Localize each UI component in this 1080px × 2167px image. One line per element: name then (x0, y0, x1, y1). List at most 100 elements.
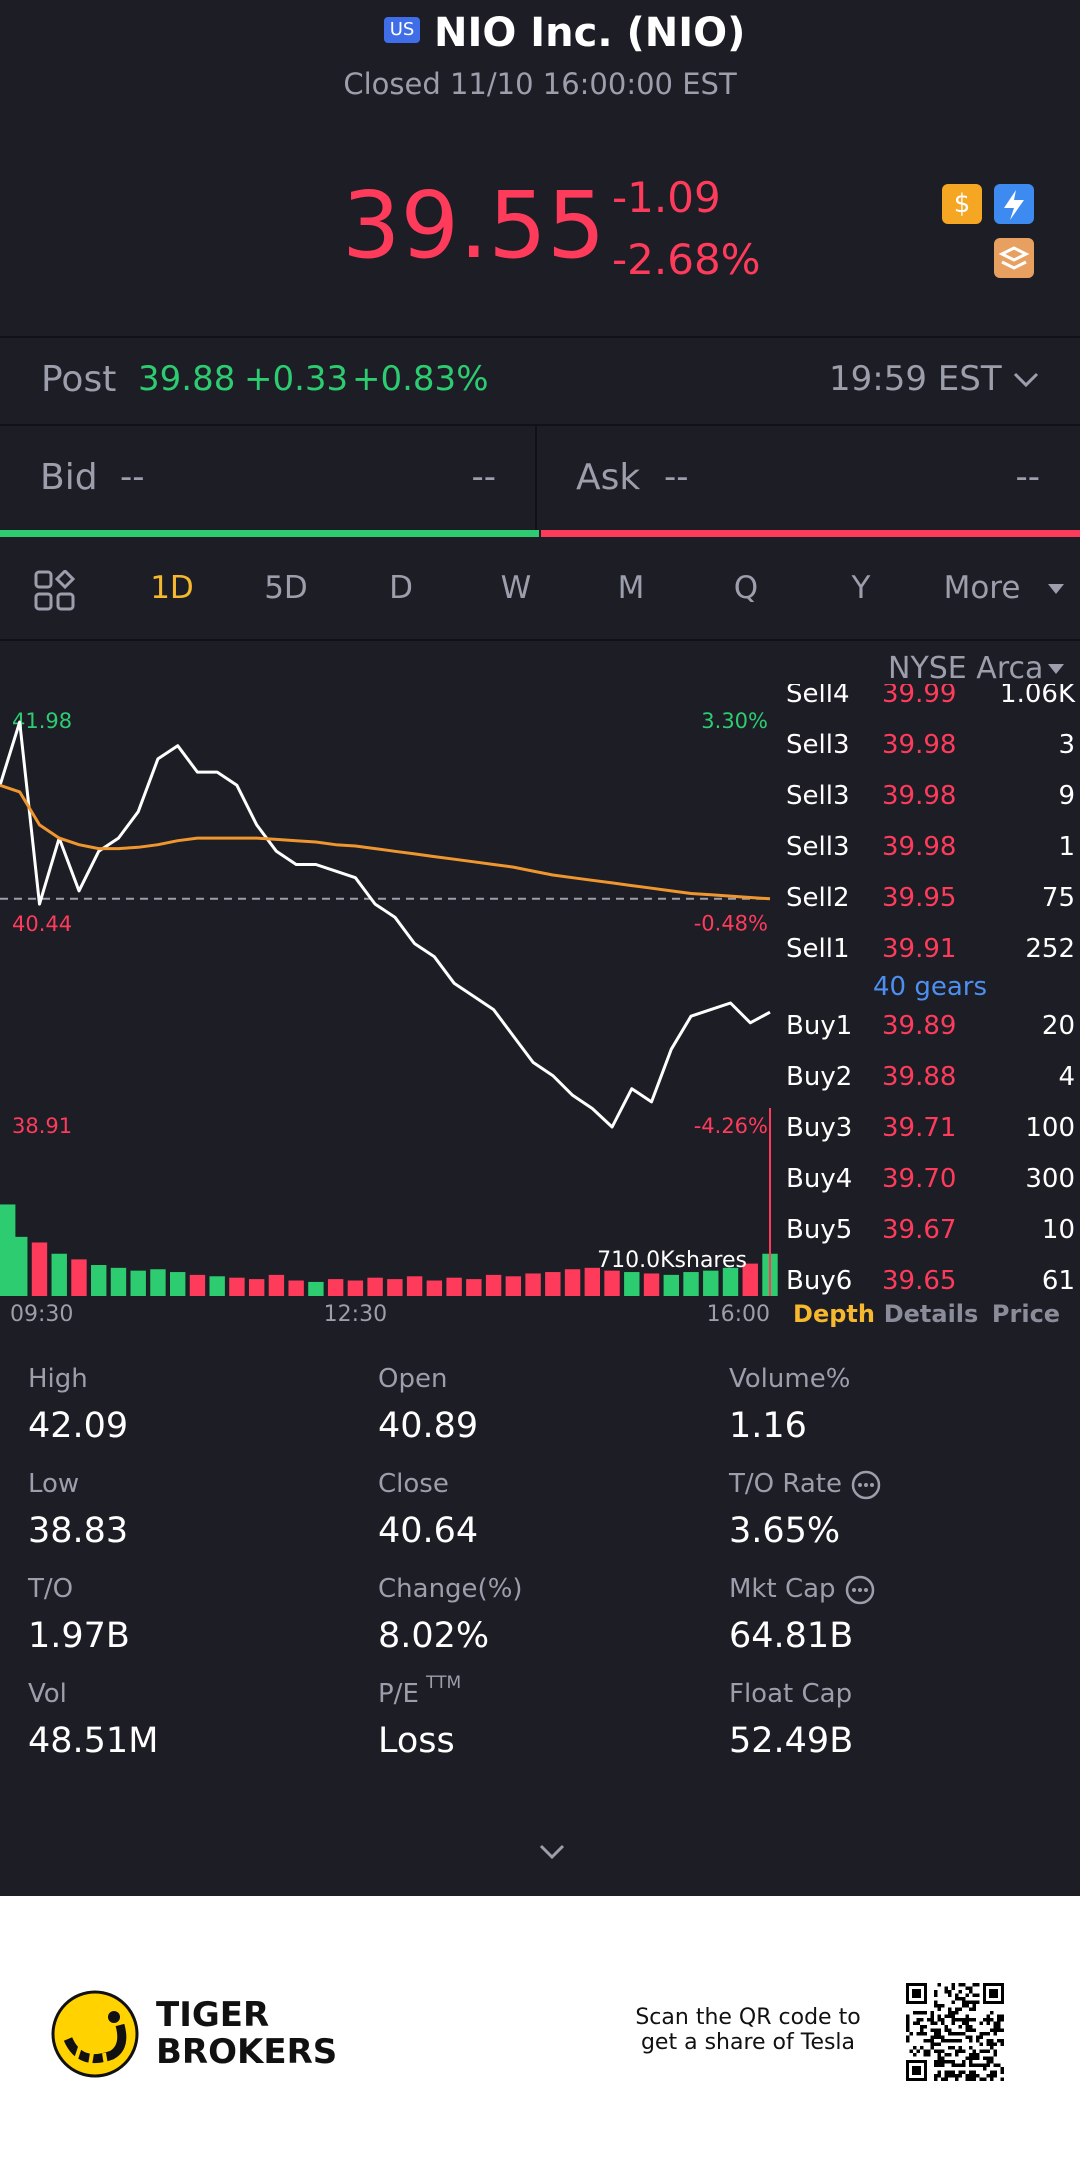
period-tab[interactable]: Y (851, 570, 871, 606)
book-side: Buy4 (786, 1164, 853, 1194)
market-status: Closed 11/10 16:00:00 EST (343, 67, 737, 101)
layout-icon[interactable] (34, 570, 76, 612)
footer: TIGER BROKERS Scan the QR code to get a … (0, 1896, 1080, 2167)
volume-bar (584, 1267, 601, 1296)
volume-bar (663, 1274, 679, 1296)
book-tab[interactable]: Depth (793, 1300, 875, 1328)
volume-bar (71, 1259, 87, 1296)
stat-label: Volume% (729, 1364, 851, 1394)
stat-label: Close (378, 1469, 449, 1499)
book-size: 252 (1025, 934, 1075, 964)
period-tab[interactable]: M (617, 570, 645, 606)
period-tab[interactable]: W (500, 570, 532, 606)
quote-icons[interactable]: $ (940, 182, 1040, 282)
order-book: Sell4 39.99 1.06K Sell3 39.98 3 Sell3 39.98 9 Sel… (770, 684, 1080, 1296)
volume-bar (406, 1276, 423, 1296)
volume-bar (426, 1280, 443, 1296)
market-badge: US (384, 17, 420, 43)
promo-text: get a share of Tesla (640, 2030, 856, 2055)
stat-label: T/O (28, 1574, 74, 1604)
divider (0, 639, 1080, 641)
book-price: 39.99 (882, 684, 957, 709)
volume-bar (248, 1279, 265, 1296)
ask-size: -- (1015, 457, 1040, 497)
book-side: Sell4 (786, 684, 850, 709)
dropdown-icon[interactable] (1046, 582, 1066, 596)
stat-label: Vol (28, 1679, 67, 1709)
book-size: 61 (1041, 1266, 1075, 1296)
volume-bar (268, 1274, 285, 1296)
book-price: 39.65 (882, 1266, 957, 1296)
volume-bar (367, 1277, 383, 1296)
exchange[interactable]: NYSE Arca (888, 651, 1044, 686)
volume-bar (505, 1276, 522, 1296)
divider (0, 336, 1080, 338)
period-tab[interactable]: 5D (264, 570, 308, 606)
period-tab[interactable]: Q (733, 570, 759, 606)
stat-value: Loss (378, 1721, 455, 1761)
post-time[interactable]: 19:59 EST (829, 359, 1002, 399)
promo-text: Scan the QR code to (635, 2005, 861, 2030)
stat-value: 52.49B (729, 1721, 854, 1761)
book-size: 1 (1058, 832, 1075, 862)
stat-value: 48.51M (28, 1721, 159, 1761)
qr-code (906, 1983, 1004, 2081)
price-line (0, 783, 771, 901)
expand-icon[interactable] (1012, 370, 1040, 390)
stat-value: 8.02% (378, 1616, 490, 1656)
last-price: 39.55 (342, 172, 606, 279)
info-icon[interactable] (844, 1574, 876, 1606)
period-tab[interactable]: 1D (150, 570, 194, 606)
period-tab[interactable]: More (943, 570, 1021, 606)
post-label: Post (41, 359, 117, 400)
volume-bar (643, 1273, 660, 1296)
book-side: Buy6 (786, 1266, 853, 1296)
book-side: Buy2 (786, 1062, 853, 1092)
stat-label: High (28, 1364, 88, 1394)
book-price: 39.98 (882, 832, 957, 862)
book-price: 39.95 (882, 883, 957, 913)
volume-bar (150, 1269, 166, 1296)
stat-label: Low (28, 1469, 80, 1499)
book-price: 39.71 (882, 1113, 957, 1143)
svg-text:$: $ (954, 189, 971, 219)
volume-bar (722, 1267, 739, 1296)
price-line (0, 720, 771, 1129)
book-side: Sell1 (786, 934, 850, 964)
book-price: 39.98 (882, 781, 957, 811)
book-tab[interactable]: Details (883, 1300, 979, 1328)
bid-size: -- (471, 457, 496, 497)
volume-label: 710.0Kshares (597, 1248, 747, 1273)
volume-bar (12, 1236, 28, 1296)
y2-tick-label: -4.26% (694, 1114, 768, 1138)
dropdown-icon[interactable] (1046, 662, 1066, 676)
volume-bar (564, 1269, 581, 1296)
volume-bar (604, 1270, 620, 1296)
stock-title: NIO Inc. (NIO) (434, 10, 746, 56)
book-side: Sell3 (786, 832, 850, 862)
volume-bar (130, 1270, 146, 1296)
book-side: Buy3 (786, 1113, 853, 1143)
y-tick-label: 41.98 (12, 709, 72, 733)
y2-tick-label: -0.48% (694, 912, 768, 936)
book-size: 1.06K (1000, 684, 1075, 709)
volume-bar (0, 1204, 16, 1296)
ask-label: Ask (576, 457, 641, 498)
stat-value: 1.16 (729, 1406, 807, 1446)
collapse-icon[interactable] (538, 1842, 566, 1862)
stat-label: Change(%) (378, 1574, 523, 1604)
volume-bar (308, 1281, 324, 1296)
period-tab[interactable]: D (389, 570, 413, 606)
stat-value: 64.81B (729, 1616, 854, 1656)
book-size: 4 (1058, 1062, 1075, 1092)
book-tab[interactable]: Price (991, 1300, 1061, 1328)
stat-label: T/O Rate (729, 1469, 842, 1499)
volume-bar (91, 1265, 107, 1296)
volume-bar (485, 1274, 502, 1296)
book-side: Sell3 (786, 730, 850, 760)
volume-bar (327, 1279, 344, 1296)
stat-value: 40.89 (378, 1406, 479, 1446)
info-icon[interactable] (850, 1469, 882, 1501)
